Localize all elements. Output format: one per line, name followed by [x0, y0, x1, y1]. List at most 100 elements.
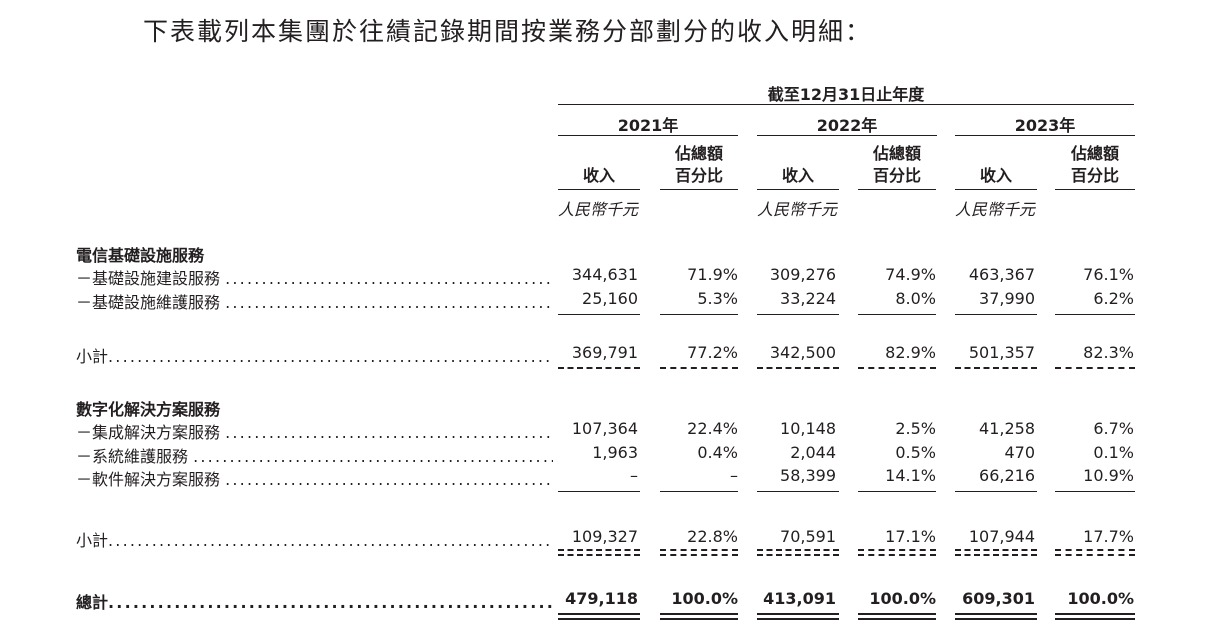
- table-cell: –: [630, 466, 638, 485]
- table-cell: 1,963: [592, 443, 638, 462]
- year-header-2022: 2022年: [816, 116, 878, 135]
- subtotal-label: 小計......................................…: [76, 347, 553, 366]
- col-rule: [858, 189, 936, 190]
- subtotal-rule: [1055, 491, 1135, 492]
- col-rule: [660, 189, 738, 190]
- col-rule: [1055, 189, 1135, 190]
- col-pct-2021: 佔總額 百分比: [674, 144, 723, 185]
- unit-2023: 人民幣千元: [955, 200, 1036, 219]
- subtotal-double-dashed-rule: [858, 549, 936, 556]
- table-cell: 107,944: [968, 527, 1035, 546]
- table-cell: 77.2%: [687, 343, 738, 362]
- year-header-2023: 2023年: [1014, 116, 1076, 135]
- table-cell: 25,160: [582, 289, 638, 308]
- total-cell: 100.0%: [1067, 589, 1134, 608]
- total-cell: 413,091: [763, 589, 836, 608]
- table-cell: 6.2%: [1093, 289, 1134, 308]
- table-cell: 66,216: [979, 466, 1035, 485]
- year-rule-2023: [955, 135, 1135, 136]
- total-cell: 609,301: [962, 589, 1035, 608]
- subtotal-dashed-rule: [858, 367, 936, 369]
- table-cell: –: [730, 466, 738, 485]
- table-cell: 76.1%: [1083, 265, 1134, 284]
- col-rule: [558, 189, 640, 190]
- subtotal-double-dashed-rule: [757, 549, 839, 556]
- subtotal-rule: [1055, 314, 1135, 315]
- table-cell: 463,367: [968, 265, 1035, 284]
- unit-2022: 人民幣千元: [757, 200, 838, 219]
- col-revenue-2021: 收入: [582, 166, 615, 185]
- subtotal-label: 小計......................................…: [76, 531, 553, 550]
- total-double-rule: [757, 613, 839, 620]
- period-header-rule: [558, 104, 1134, 105]
- table-cell: 8.0%: [895, 289, 936, 308]
- unit-2021: 人民幣千元: [558, 200, 639, 219]
- subtotal-dashed-rule: [955, 367, 1037, 369]
- subtotal-rule: [660, 314, 738, 315]
- table-cell: 109,327: [571, 527, 638, 546]
- table-cell: 344,631: [571, 265, 638, 284]
- intro-text: 下表載列本集團於往績記錄期間按業務分部劃分的收入明細：: [143, 17, 873, 46]
- table-cell: 14.1%: [885, 466, 936, 485]
- subtotal-rule: [757, 314, 839, 315]
- col-pct-2023: 佔總額 百分比: [1070, 144, 1119, 185]
- subtotal-double-dashed-rule: [660, 549, 738, 556]
- table-cell: 82.9%: [885, 343, 936, 362]
- row-label: －系統維護服務 ................................…: [76, 447, 553, 466]
- total-double-rule: [858, 613, 936, 620]
- table-cell: 0.1%: [1093, 443, 1134, 462]
- table-cell: 2,044: [790, 443, 836, 462]
- table-cell: 58,399: [780, 466, 836, 485]
- table-cell: 10,148: [780, 419, 836, 438]
- subtotal-rule: [955, 491, 1037, 492]
- table-cell: 0.4%: [697, 443, 738, 462]
- col-revenue-2022: 收入: [781, 166, 814, 185]
- subtotal-dashed-rule: [1055, 367, 1135, 369]
- table-cell: 10.9%: [1083, 466, 1134, 485]
- subtotal-rule: [858, 314, 936, 315]
- subtotal-double-dashed-rule: [1055, 549, 1135, 556]
- table-cell: 6.7%: [1093, 419, 1134, 438]
- subtotal-rule: [858, 491, 936, 492]
- table-cell: 5.3%: [697, 289, 738, 308]
- section-title-telecom: 電信基礎設施服務: [76, 246, 205, 265]
- period-header: 截至12月31日止年度: [767, 85, 925, 104]
- col-revenue-2023: 收入: [979, 166, 1012, 185]
- row-label: －基礎設施維護服務 ..............................…: [76, 293, 553, 312]
- subtotal-rule: [660, 491, 738, 492]
- table-cell: 37,990: [979, 289, 1035, 308]
- table-cell: 74.9%: [885, 265, 936, 284]
- table-cell: 342,500: [769, 343, 836, 362]
- table-cell: 17.1%: [885, 527, 936, 546]
- section-title-digital: 數字化解決方案服務: [76, 400, 221, 419]
- table-cell: 17.7%: [1083, 527, 1134, 546]
- table-cell: 70,591: [780, 527, 836, 546]
- table-cell: 41,258: [979, 419, 1035, 438]
- table-cell: 22.8%: [687, 527, 738, 546]
- table-cell: 22.4%: [687, 419, 738, 438]
- row-label: －集成解決方案服務 ..............................…: [76, 423, 553, 442]
- table-cell: 501,357: [968, 343, 1035, 362]
- subtotal-dashed-rule: [660, 367, 738, 369]
- table-cell: 309,276: [769, 265, 836, 284]
- table-cell: 470: [1004, 443, 1035, 462]
- subtotal-rule: [955, 314, 1037, 315]
- table-cell: 71.9%: [687, 265, 738, 284]
- subtotal-rule: [757, 491, 839, 492]
- year-rule-2022: [757, 135, 937, 136]
- subtotal-double-dashed-rule: [955, 549, 1037, 556]
- table-cell: 369,791: [571, 343, 638, 362]
- table-cell: 0.5%: [895, 443, 936, 462]
- row-label: －軟件解決方案服務 ..............................…: [76, 470, 553, 489]
- total-double-rule: [955, 613, 1037, 620]
- subtotal-dashed-rule: [558, 367, 640, 369]
- subtotal-rule: [558, 491, 640, 492]
- year-rule-2021: [558, 135, 738, 136]
- col-rule: [955, 189, 1037, 190]
- total-cell: 479,118: [565, 589, 638, 608]
- subtotal-double-dashed-rule: [558, 549, 640, 556]
- table-cell: 107,364: [571, 419, 638, 438]
- total-double-rule: [1055, 613, 1135, 620]
- subtotal-dashed-rule: [757, 367, 839, 369]
- col-pct-2022: 佔總額 百分比: [872, 144, 921, 185]
